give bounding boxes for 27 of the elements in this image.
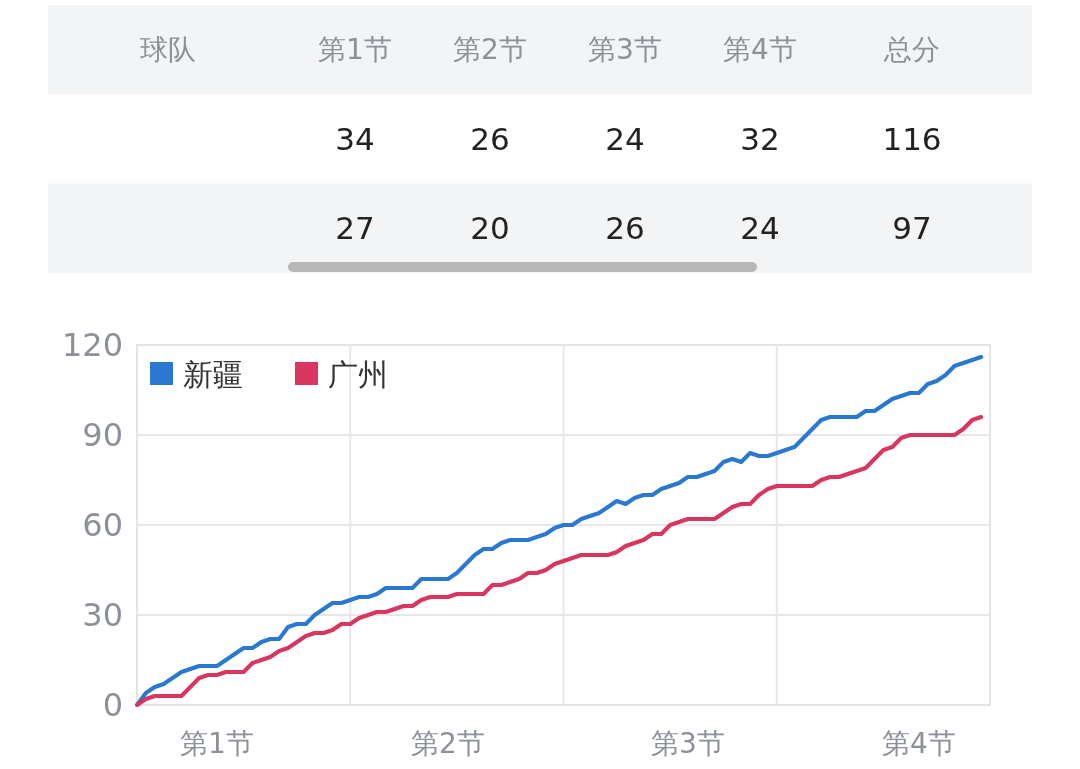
table-header: 第1节 [318,33,392,67]
table-cell: 116 [882,121,942,157]
y-tick-label: 120 [61,326,123,364]
table-cell: 32 [740,121,780,157]
x-tick-label: 第4节 [882,726,956,760]
table-header: 总分 [884,33,940,67]
y-tick-label: 30 [82,596,123,634]
legend-label: 新疆 [183,356,243,392]
table-cell: 20 [470,210,510,247]
table-cell: 26 [605,210,645,247]
table-cell: 97 [892,210,932,247]
table-cell: 34 [335,121,375,157]
y-tick-label: 60 [82,506,123,544]
y-tick-label: 0 [102,686,123,724]
table-cell: 24 [605,121,645,157]
table-cell: 26 [470,121,510,157]
table-header: 第3节 [588,33,662,67]
table-cell: 27 [335,210,375,247]
x-tick-label: 第3节 [651,726,725,760]
y-tick-label: 90 [82,416,123,454]
table-header: 球队 [140,33,196,67]
table-header: 第2节 [453,33,527,67]
legend-label: 广州 [328,356,388,392]
x-tick-label: 第1节 [180,726,254,760]
table-header: 第4节 [723,33,797,67]
x-tick-label: 第2节 [411,726,485,760]
table-cell: 24 [740,210,780,247]
